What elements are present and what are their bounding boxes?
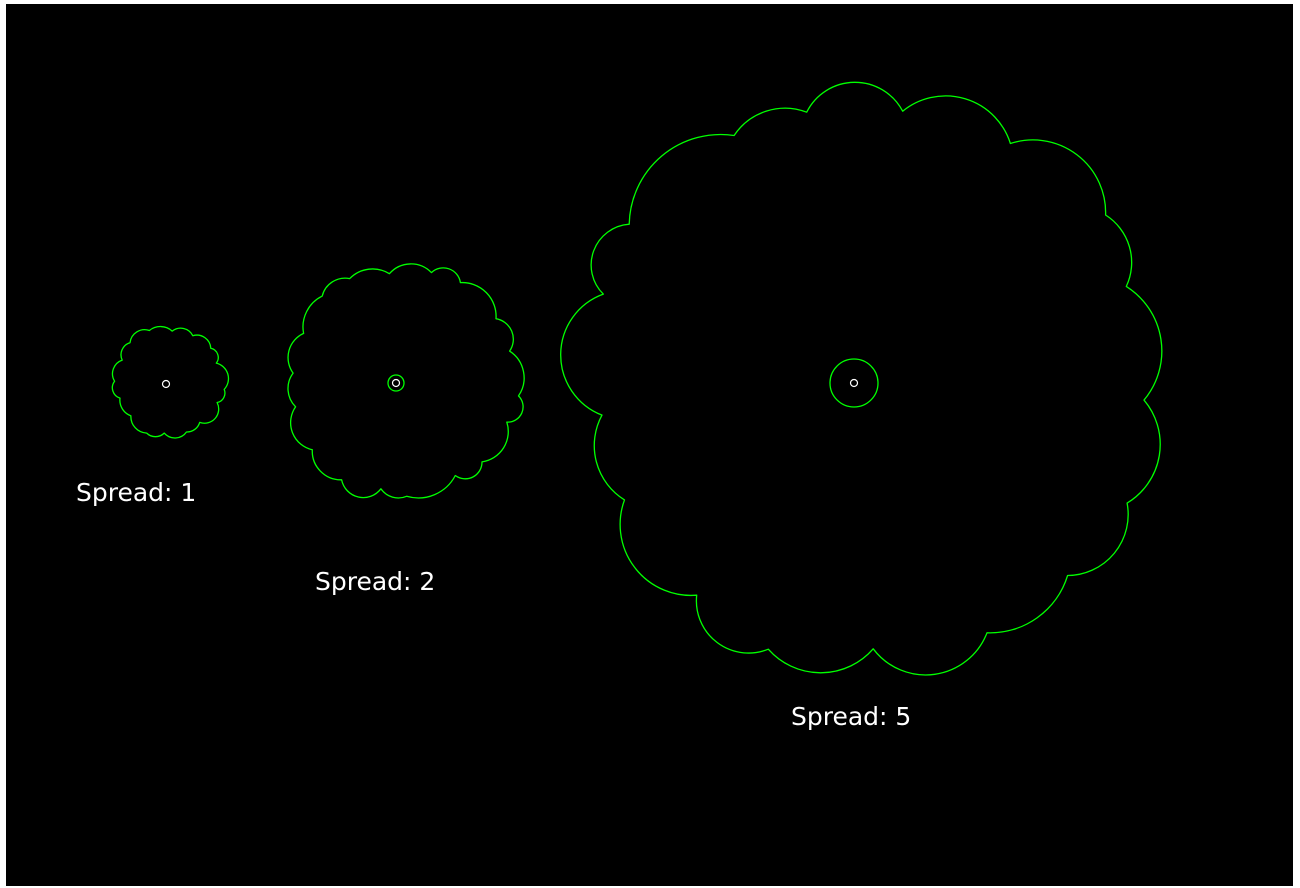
spread-5-center-marker xyxy=(849,378,859,388)
spread-5-outline xyxy=(560,81,1163,676)
spread-2-inner-ring xyxy=(387,374,405,392)
render-canvas: Spread: 1 Spread: 2 Spread: 5 xyxy=(6,4,1293,886)
spread-2-label: Spread: 2 xyxy=(315,567,436,596)
spread-5-cluster xyxy=(560,81,1163,676)
spread-2-outline xyxy=(287,263,525,499)
spread-2-center-marker xyxy=(391,378,401,388)
spread-1-outline xyxy=(111,325,230,439)
spread-5-inner-ring xyxy=(829,358,879,408)
scene-svg xyxy=(111,81,1163,676)
spread-1-cluster xyxy=(111,325,230,439)
spread-5-label: Spread: 5 xyxy=(791,702,912,731)
spread-1-label: Spread: 1 xyxy=(76,478,197,507)
spread-1-center-marker xyxy=(161,379,171,389)
spread-2-cluster xyxy=(287,263,525,499)
